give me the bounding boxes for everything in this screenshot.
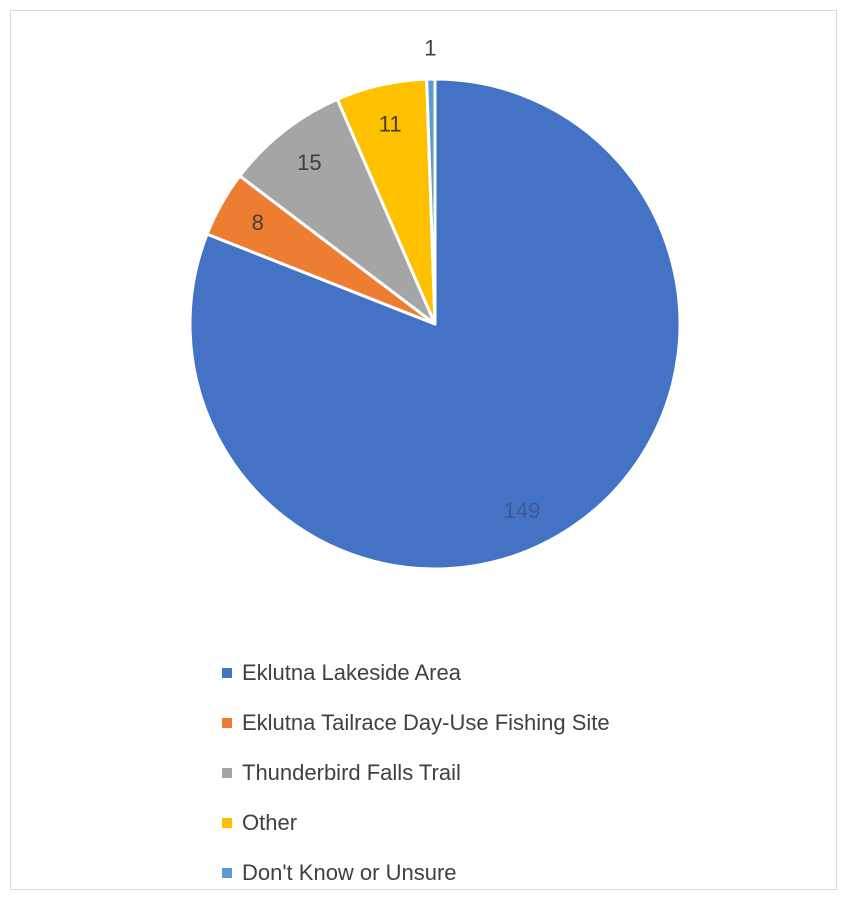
- legend-item: Other: [222, 798, 610, 848]
- legend-label: Eklutna Tailrace Day-Use Fishing Site: [242, 710, 610, 735]
- pie-data-label: 11: [379, 111, 402, 136]
- legend-swatch: [222, 718, 232, 728]
- pie-slice: [188, 77, 682, 571]
- chart-legend: Eklutna Lakeside Area Eklutna Tailrace D…: [222, 648, 610, 898]
- pie-slice: [238, 97, 437, 326]
- legend-swatch: [222, 768, 232, 778]
- legend-swatch: [222, 818, 232, 828]
- pie-slice: [425, 77, 437, 326]
- legend-label: Eklutna Lakeside Area: [242, 660, 461, 685]
- legend-item: Eklutna Tailrace Day-Use Fishing Site: [222, 698, 610, 748]
- pie-data-label: 149: [504, 498, 541, 523]
- legend-swatch: [222, 668, 232, 678]
- legend-item: Eklutna Lakeside Area: [222, 648, 610, 698]
- legend-item: Thunderbird Falls Trail: [222, 748, 610, 798]
- pie-data-label: 8: [252, 210, 264, 235]
- legend-label: Thunderbird Falls Trail: [242, 760, 461, 785]
- legend-label: Don't Know or Unsure: [242, 860, 457, 885]
- pie-data-label: 15: [297, 150, 321, 175]
- legend-item: Don't Know or Unsure: [222, 848, 610, 898]
- pie-slices: [188, 77, 682, 571]
- legend-swatch: [222, 868, 232, 878]
- pie-data-label: 1: [424, 35, 436, 60]
- legend-label: Other: [242, 810, 298, 835]
